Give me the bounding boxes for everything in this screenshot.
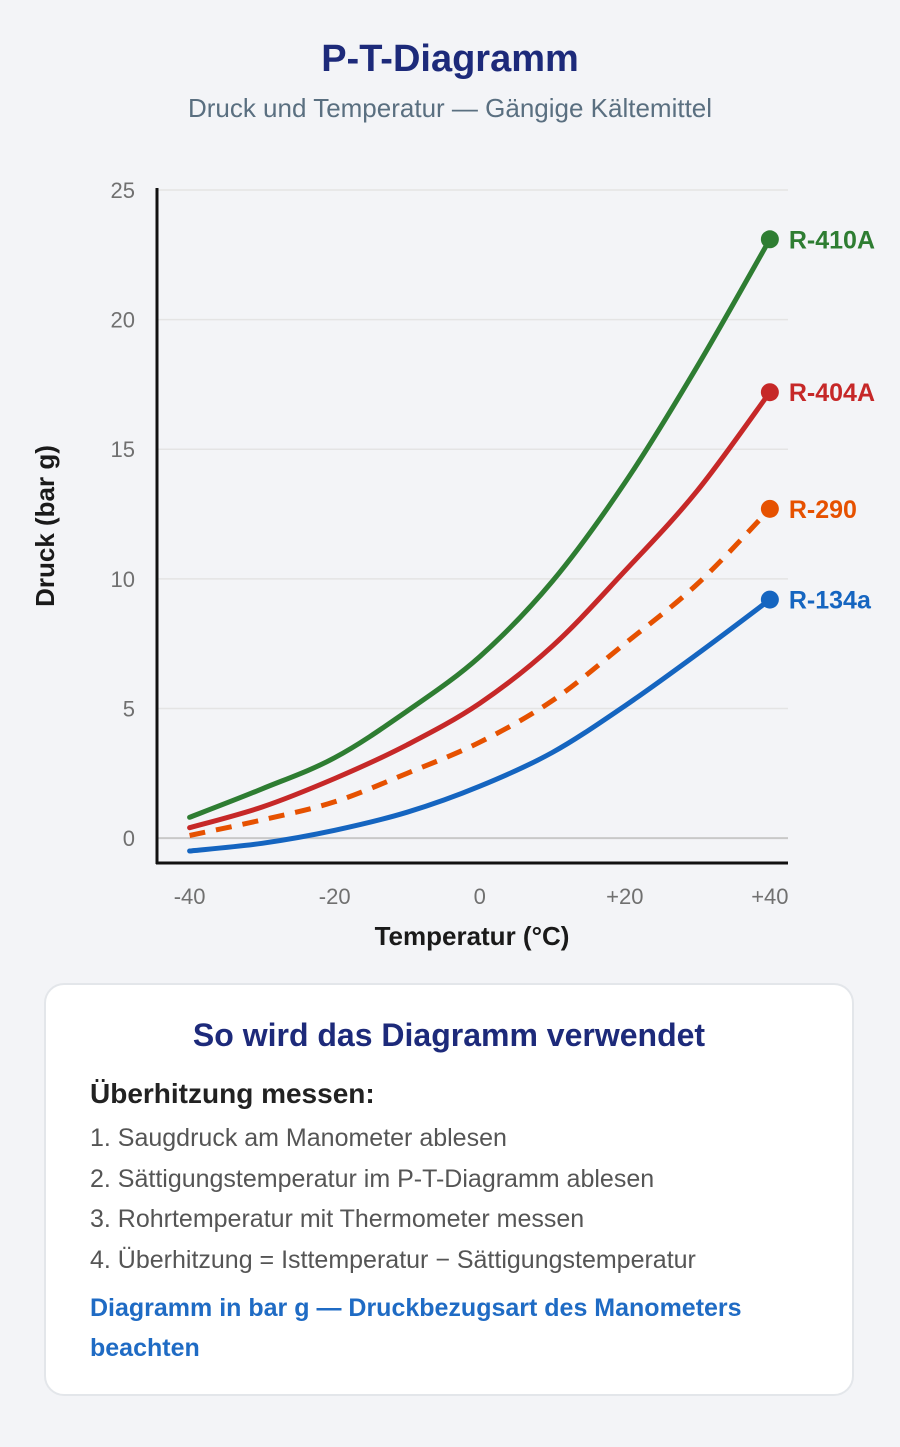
series-line-r-134a <box>187 597 773 854</box>
step-item: 2. Sättigungstemperatur im P-T-Diagramm … <box>90 1164 655 1193</box>
series-label-r-134a: R-134a <box>789 587 872 615</box>
series: R-410A R-404A R-290 R-134a <box>187 226 875 854</box>
page-subtitle: Druck und Temperatur — Gängige Kältemitt… <box>187 93 713 123</box>
y-tick-label: 0 <box>123 826 135 851</box>
x-tick-label: +20 <box>606 884 643 909</box>
series-end-point-r-134a <box>760 590 779 609</box>
pt-chart: 0 5 10 15 20 25 -40 -20 0 +20 +40 R-410A R-404A R-2… <box>30 178 875 951</box>
card-subtitle: Überhitzung messen: <box>90 1078 375 1109</box>
page-title: P-T-Diagramm <box>321 38 579 80</box>
step-item: 4. Überhitzung = Isttemperatur − Sättigu… <box>90 1245 696 1274</box>
x-tick-labels: -40 -20 0 +20 +40 <box>174 884 789 909</box>
series-end-point-r-410a <box>760 230 779 249</box>
step-item: 1. Saugdruck am Manometer ablesen <box>90 1124 507 1152</box>
step-item: 3. Rohrtemperatur mit Thermometer messen <box>90 1205 585 1233</box>
series-label-r-404a: R-404A <box>789 379 875 407</box>
usage-card: So wird das Diagramm verwendet Überhitzu… <box>44 983 854 1396</box>
y-tick-label: 15 <box>111 437 135 462</box>
series-line-r-410a <box>187 236 773 820</box>
y-tick-label: 10 <box>111 567 135 592</box>
pressure-reference-note: Diagramm in bar g — Druckbezugsart des M… <box>90 1294 742 1362</box>
y-tick-label: 20 <box>111 308 135 333</box>
grid-lines <box>157 189 788 840</box>
series-line-r-404a <box>187 389 773 831</box>
y-tick-label: 5 <box>123 696 135 721</box>
axes <box>155 188 788 865</box>
steps-list: 1. Saugdruck am Manometer ablesen 2. Sät… <box>90 1123 696 1285</box>
x-tick-label: +40 <box>751 884 788 909</box>
x-tick-label: -40 <box>174 884 206 909</box>
x-axis-title: Temperatur (°C) <box>375 921 570 951</box>
series-label-r-410a: R-410A <box>789 226 875 254</box>
series-end-point-r-290 <box>760 499 779 518</box>
x-tick-label: 0 <box>474 884 486 909</box>
y-tick-label: 25 <box>111 178 135 203</box>
series-label-r-290: R-290 <box>789 496 857 524</box>
x-tick-label: -20 <box>319 884 351 909</box>
card-title: So wird das Diagramm verwendet <box>192 1017 706 1053</box>
y-axis-title: Druck (bar g) <box>30 445 60 607</box>
y-tick-labels: 0 5 10 15 20 25 <box>111 178 135 851</box>
series-end-point-r-404a <box>760 383 779 402</box>
